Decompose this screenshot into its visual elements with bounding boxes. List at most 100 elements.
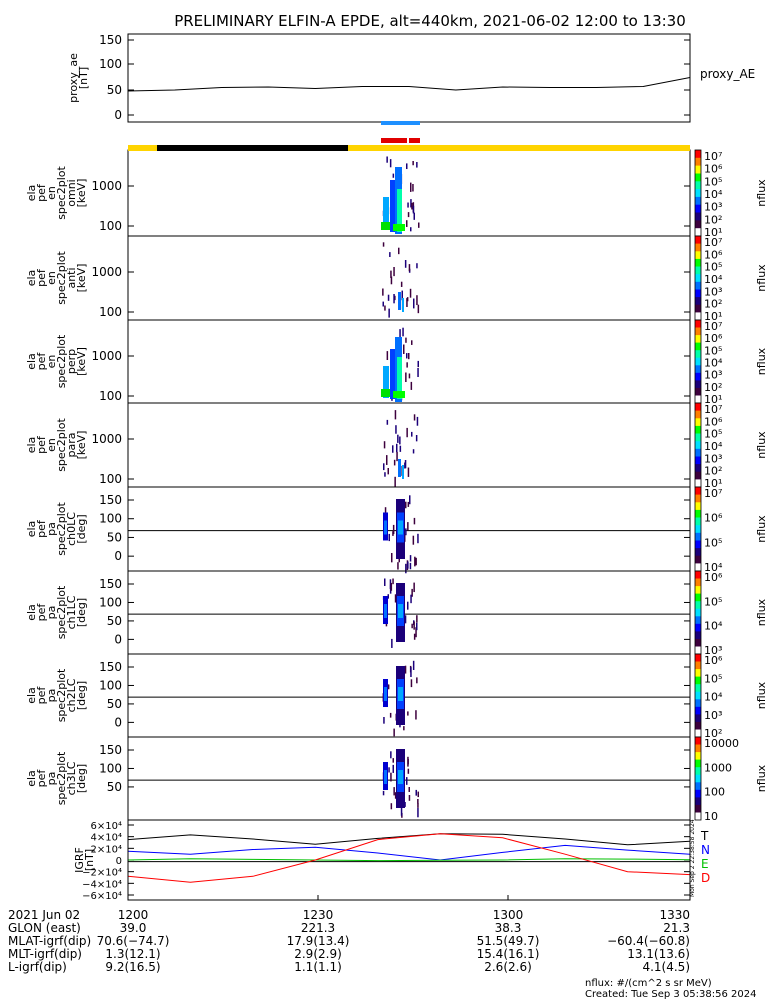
colorbar-segment: [695, 774, 701, 783]
panel-ylabel-line: proxy_ae: [67, 53, 80, 103]
spectrogram-speck: [394, 792, 397, 799]
spectrogram-speck: [405, 372, 407, 383]
spectrogram-speck: [392, 173, 395, 178]
footer-cell: MLT-igrf(dip): [8, 947, 82, 961]
panel-ylabel-line: ela: [25, 353, 38, 370]
colorbar-segment: [695, 335, 701, 344]
panel-tick-label: 1000: [91, 179, 122, 193]
panel-tick-label: 0: [116, 856, 122, 867]
footer-cell: 70.6(−74.7): [97, 934, 170, 948]
colorbar-segment: [695, 737, 701, 745]
spectrogram-speck: [413, 582, 415, 593]
spectrogram-speck: [397, 562, 399, 570]
spectrogram-speck: [388, 308, 390, 318]
spectrogram-speck: [401, 290, 403, 301]
colorbar-segment: [695, 196, 701, 206]
colorbar-tick-label: 10⁴: [704, 561, 723, 574]
colorbar-segment: [695, 357, 701, 366]
spectrogram-speck: [389, 252, 391, 257]
spectrogram-speck: [403, 344, 405, 354]
panel-ylabel-line: spec2plot: [55, 585, 68, 639]
orbit-bar: [128, 145, 690, 151]
spectrogram-speck: [399, 445, 402, 452]
spectrogram-speck: [393, 294, 395, 304]
footer-cell: 1230: [303, 908, 334, 922]
colorbar-segment: [695, 721, 701, 730]
colorbar-segment: [695, 243, 701, 252]
colorbar-segment: [695, 586, 701, 595]
panel-ylabel-line: [keV]: [75, 431, 88, 460]
colorbar-segment: [695, 593, 701, 602]
colorbar-tick-label: 10⁶: [704, 571, 723, 584]
spectrogram-speck: [406, 163, 408, 170]
panel-ylabel-line: ela: [25, 687, 38, 704]
spectrogram-speck: [393, 267, 395, 277]
colorbar-segment: [695, 540, 701, 549]
spectrogram-speck: [410, 227, 412, 232]
footer-cell: 1200: [118, 908, 149, 922]
spectrogram-speck: [415, 789, 417, 796]
panel-tick-label: 100: [99, 219, 122, 233]
colorbar-label: nflux: [755, 515, 768, 543]
spectrogram-speck: [407, 501, 410, 507]
spectrogram-speck: [414, 556, 416, 567]
spectrogram-speck: [405, 337, 407, 343]
spectrogram-cell: [398, 520, 403, 535]
colorbar-segment: [695, 616, 701, 625]
colorbar-segment: [695, 684, 701, 693]
panel-ylabel-line: pa: [45, 689, 58, 703]
footer-cell: 51.5(49.7): [477, 934, 540, 948]
igrf-legend-T: T: [700, 829, 709, 843]
panel-5: elapefpaspec2plotch0LC[deg]15010050010⁷1…: [25, 486, 768, 574]
footer-cell: GLON (east): [8, 921, 81, 935]
colorbar-tick-label: 10⁴: [704, 440, 723, 453]
colorbar: 10000 1000 100 10 nflux: [694, 736, 768, 823]
footer-cell: 9.2(16.5): [105, 960, 160, 974]
spectrogram-speck: [395, 425, 397, 434]
panel-ylabel-line: spec2plot: [55, 166, 68, 220]
colorbar-tick-label: 10²: [704, 465, 722, 478]
colorbar-segment: [695, 502, 701, 511]
colorbar-label: nflux: [755, 681, 768, 709]
spectrogram-speck: [417, 791, 419, 798]
colorbar-segment: [695, 517, 701, 526]
panel-ylabel-line: spec2plot: [55, 502, 68, 556]
spectrogram-speck: [415, 435, 418, 442]
spectrogram-speck: [392, 531, 394, 536]
footer-cell: L-igrf(dip): [8, 960, 67, 974]
spectrogram-speck: [396, 451, 398, 462]
colorbar: 10⁶ 10⁵ 10⁴ 10³ 10² nflux: [694, 653, 768, 740]
spectrogram-speck: [390, 803, 393, 810]
spectrogram-cell: [384, 770, 387, 785]
spectrogram-speck: [397, 434, 399, 443]
spectrogram-speck: [396, 443, 398, 453]
colorbar-tick-label: 10⁵: [704, 175, 722, 188]
spectrogram-speck: [407, 212, 410, 218]
colorbar-segment: [695, 608, 701, 617]
panel-tick-label: 50: [107, 780, 122, 794]
spectrogram-speck: [386, 156, 388, 163]
colorbar-segment: [695, 752, 701, 761]
spectrogram-speck: [412, 205, 415, 214]
panel-ylabel-line: perp: [65, 349, 78, 374]
panel-frame: [127, 819, 691, 901]
proxy-ae-line: [127, 77, 691, 92]
panel-ylabel-line: ela: [25, 604, 38, 621]
panel-ylabel-line: en: [45, 271, 58, 285]
spectrogram-speck: [410, 594, 412, 604]
colorbar-segment: [695, 327, 701, 336]
colorbar-segment: [695, 387, 701, 396]
panel-tick-label: 0: [114, 632, 122, 646]
panel-ylabel-line: pa: [45, 772, 58, 786]
panel-tick-label: 50: [107, 83, 122, 97]
spectrogram-cell: [393, 224, 405, 231]
spectrogram-speck: [407, 467, 410, 477]
colorbar-tick-label: 10²: [704, 298, 722, 311]
panel-ylabel-line: [nT]: [83, 849, 96, 871]
spectrogram-speck: [399, 329, 401, 338]
colorbar-segment: [695, 165, 701, 174]
colorbar-segment: [695, 212, 701, 221]
colorbar-segment: [695, 380, 701, 389]
